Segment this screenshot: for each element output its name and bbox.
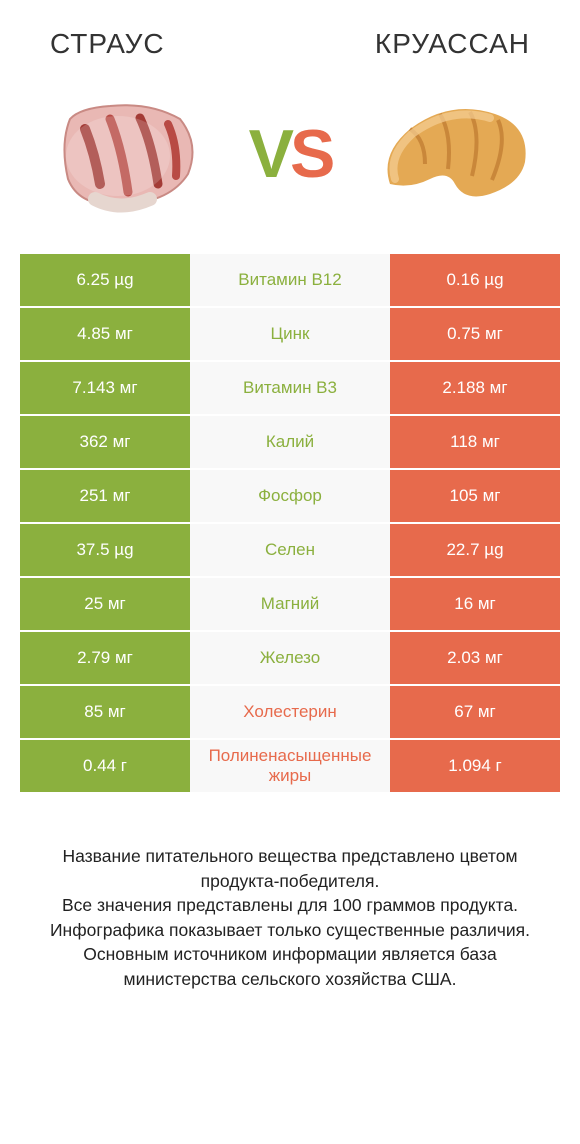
table-row: 85 мгХолестерин67 мг (20, 686, 560, 740)
value-right: 0.16 µg (390, 254, 560, 306)
value-left: 6.25 µg (20, 254, 190, 306)
vs-v: V (249, 116, 290, 192)
value-left: 7.143 мг (20, 362, 190, 414)
value-left: 362 мг (20, 416, 190, 468)
footer-line: Все значения представлены для 100 граммо… (36, 893, 544, 918)
table-row: 37.5 µgСелен22.7 µg (20, 524, 560, 578)
table-row: 6.25 µgВитамин B120.16 µg (20, 254, 560, 308)
table-row: 4.85 мгЦинк0.75 мг (20, 308, 560, 362)
value-right: 67 мг (390, 686, 560, 738)
value-right: 2.03 мг (390, 632, 560, 684)
value-left: 0.44 г (20, 740, 190, 792)
nutrient-label: Калий (190, 416, 390, 468)
nutrient-label: Холестерин (190, 686, 390, 738)
title-left: СТРАУС (50, 28, 165, 60)
value-left: 37.5 µg (20, 524, 190, 576)
value-left: 85 мг (20, 686, 190, 738)
nutrient-label: Полиненасыщенные жиры (190, 740, 390, 792)
value-left: 4.85 мг (20, 308, 190, 360)
vs-s: S (290, 116, 331, 192)
footer-line: Инфографика показывает только существенн… (36, 918, 544, 943)
nutrient-label: Витамин B3 (190, 362, 390, 414)
table-row: 25 мгМагний16 мг (20, 578, 560, 632)
ostrich-meat-image (40, 84, 210, 224)
nutrient-label: Цинк (190, 308, 390, 360)
value-right: 22.7 µg (390, 524, 560, 576)
title-right: КРУАССАН (375, 28, 530, 60)
value-left: 2.79 мг (20, 632, 190, 684)
value-right: 1.094 г (390, 740, 560, 792)
value-right: 0.75 мг (390, 308, 560, 360)
nutrient-label: Витамин B12 (190, 254, 390, 306)
hero-row: VS (0, 60, 580, 254)
croissant-image (370, 84, 540, 224)
table-row: 2.79 мгЖелезо2.03 мг (20, 632, 560, 686)
value-left: 251 мг (20, 470, 190, 522)
vs-label: VS (249, 115, 332, 193)
table-row: 362 мгКалий118 мг (20, 416, 560, 470)
footer-note: Название питательного вещества представл… (0, 794, 580, 991)
value-right: 118 мг (390, 416, 560, 468)
table-row: 0.44 гПолиненасыщенные жиры1.094 г (20, 740, 560, 794)
value-right: 16 мг (390, 578, 560, 630)
footer-line: Основным источником информации является … (36, 942, 544, 991)
value-right: 2.188 мг (390, 362, 560, 414)
table-row: 251 мгФосфор105 мг (20, 470, 560, 524)
nutrient-label: Магний (190, 578, 390, 630)
headings-row: СТРАУС КРУАССАН (0, 0, 580, 60)
comparison-table: 6.25 µgВитамин B120.16 µg4.85 мгЦинк0.75… (20, 254, 560, 794)
nutrient-label: Фосфор (190, 470, 390, 522)
value-left: 25 мг (20, 578, 190, 630)
table-row: 7.143 мгВитамин B32.188 мг (20, 362, 560, 416)
footer-line: Название питательного вещества представл… (36, 844, 544, 893)
value-right: 105 мг (390, 470, 560, 522)
nutrient-label: Селен (190, 524, 390, 576)
nutrient-label: Железо (190, 632, 390, 684)
